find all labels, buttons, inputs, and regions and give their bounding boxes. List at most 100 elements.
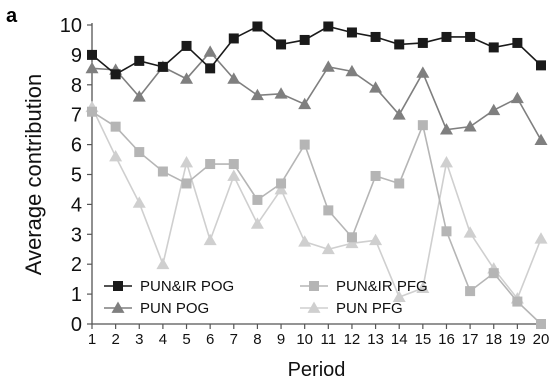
legend-label: PUN PFG [336,300,403,317]
x-tick-label: 18 [485,331,502,348]
x-axis-title: Period [288,359,346,381]
data-point-pun-pfg [227,169,241,181]
data-point-pun-pfg [180,156,194,168]
data-point-pun-pog [227,72,241,84]
x-tick-label: 17 [462,331,479,348]
legend-marker [113,281,123,291]
data-point-pun-pog [321,60,335,72]
data-point-pun-pfg [392,290,406,302]
x-tick-label: 4 [159,331,167,348]
y-tick-label: 2 [71,254,82,276]
x-tick-label: 6 [206,331,214,348]
data-point-pun-pog [298,97,312,110]
data-point-pun-pfg [203,233,217,246]
data-point-pun-pog [463,120,477,132]
series-pun-ir-pfg [87,106,546,329]
data-point-pun-ir-pfg [87,106,97,117]
data-point-pun-ir-pfg [394,178,405,189]
data-point-pun-pog [203,45,217,57]
data-point-pun-ir-pfg [488,268,499,279]
y-axis-title: Average contribution [21,74,46,275]
data-point-pun-pog [534,133,548,145]
data-point-pun-pog [85,61,99,74]
data-point-pun-pfg [369,233,383,246]
y-tick-label: 0 [71,314,82,336]
data-point-pun-pfg [250,217,264,229]
x-tick-label: 11 [321,331,337,348]
y-tick-label: 9 [71,45,82,67]
data-point-pun-ir-pfg [110,121,121,132]
data-point-pun-pfg [416,281,430,293]
y-tick-label: 1 [71,284,82,306]
x-tick-label: 8 [253,331,261,348]
data-point-pun-ir-pfg [181,178,192,189]
data-point-pun-ir-pog [323,21,334,32]
data-point-pun-ir-pfg [417,120,428,131]
data-point-pun-ir-pfg [465,286,476,297]
data-point-pun-pfg [132,196,146,208]
data-point-pun-ir-pog [465,31,476,42]
data-point-pun-ir-pog [512,37,523,48]
data-point-pun-pog [369,81,383,93]
legend-item-pun-ir-pog: PUN&IR POG [104,278,234,295]
data-point-pun-pog [274,87,288,99]
x-tick-label: 10 [296,331,313,348]
panel-label: a [6,5,18,27]
data-point-pun-ir-pog [134,55,145,66]
data-point-pun-ir-pfg [346,232,357,243]
x-tick-label: 2 [111,331,119,348]
data-point-pun-ir-pog [417,37,428,48]
data-point-pun-pfg [534,232,548,244]
data-point-pun-ir-pfg [134,147,145,158]
data-point-pun-ir-pog [370,31,381,42]
x-tick-label: 13 [367,331,384,348]
data-point-pun-ir-pfg [536,319,546,329]
data-point-pun-pog [392,108,406,120]
x-tick-label: 20 [533,331,550,348]
series-pun-pfg [85,100,548,304]
series-line-pun-pfg [91,106,542,301]
y-tick-label: 4 [71,194,82,216]
y-tick-label: 7 [71,105,82,127]
x-tick-label: 12 [344,331,361,348]
legend-item-pun-pfg: PUN PFG [300,300,403,317]
x-tick-label: 16 [438,331,455,348]
data-point-pun-ir-pog [488,42,499,53]
data-point-pun-ir-pfg [276,178,287,189]
data-point-pun-pog [180,72,194,84]
legend-label: PUN&IR PFG [336,278,428,295]
data-point-pun-pfg [274,182,288,195]
series-group [85,21,548,329]
data-point-pun-pfg [463,226,477,238]
data-point-pun-ir-pfg [205,159,216,170]
data-point-pun-ir-pfg [157,166,168,177]
x-tick-label: 1 [88,331,96,348]
data-point-pun-ir-pog [110,69,121,80]
data-point-pun-pog [416,66,430,78]
data-point-pun-pog [345,64,359,77]
series-pun-pog [85,45,548,145]
data-point-pun-ir-pog [181,40,192,51]
data-point-pun-ir-pog [87,49,97,60]
data-point-pun-pfg [156,257,170,270]
data-point-pun-pfg [321,242,335,255]
legend-label: PUN POG [140,300,209,317]
x-tick-label: 5 [182,331,190,348]
data-point-pun-pfg [345,236,359,249]
data-point-pun-ir-pog [441,31,452,42]
data-point-pun-ir-pfg [299,139,310,150]
data-point-pun-pfg [439,156,453,168]
data-point-pun-pog [510,91,524,104]
data-point-pun-ir-pog [276,39,287,50]
data-point-pun-ir-pog [536,60,546,71]
y-tick-label: 10 [60,15,82,37]
data-point-pun-ir-pog [205,63,216,74]
data-point-pun-pog [132,90,146,102]
data-point-pun-pog [487,103,501,116]
legend-marker [309,281,319,291]
legend-marker [307,301,321,313]
x-tick-label: 15 [414,331,431,348]
y-tick-label: 3 [71,224,82,246]
data-point-pun-ir-pfg [252,194,263,205]
